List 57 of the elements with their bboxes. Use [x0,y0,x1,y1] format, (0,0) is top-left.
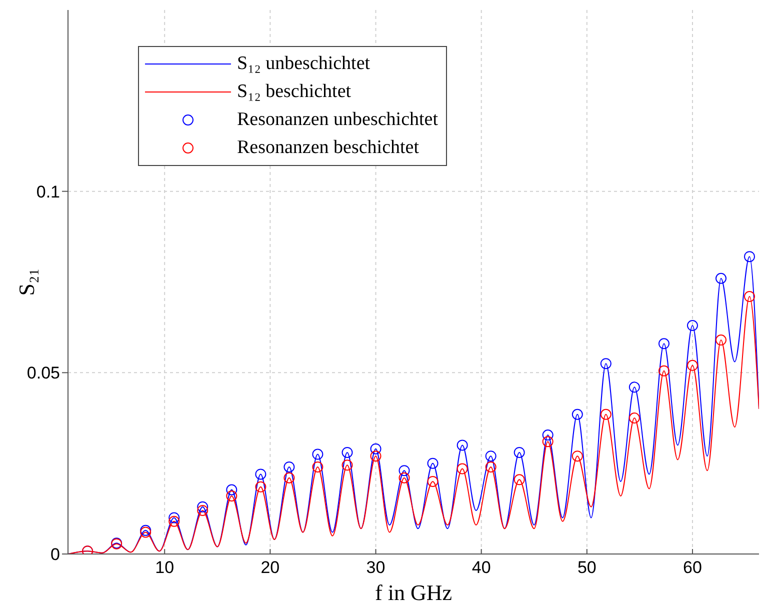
y-axis-title: S₂₁ [14,268,39,296]
point [658,338,670,350]
point [168,516,180,527]
point [312,448,324,460]
point [744,291,755,302]
point [715,272,726,284]
point [312,461,324,472]
point [284,472,295,484]
point [542,430,554,441]
point [398,465,410,476]
y-tick-label: 0.05 [26,364,60,383]
point [284,461,295,472]
point [168,512,180,524]
point [342,446,353,458]
point [686,360,698,371]
point [197,501,208,512]
point [398,472,410,484]
point [715,334,726,346]
point [370,443,382,454]
x-tick-label: 10 [155,558,174,578]
point [427,476,438,487]
point [572,450,583,462]
legend-label: S₁₂ unbeschichtet [237,52,370,76]
point [658,365,670,376]
x-tick-label: 60 [683,558,702,578]
x-axis-title: f in GHz [375,580,452,605]
point [514,446,525,458]
legend-label: S₁₂ beschichtet [237,80,352,104]
x-tick-label: 20 [260,558,280,578]
y-tick-label: 0 [50,545,60,564]
point [226,490,238,502]
point [485,461,496,472]
point [485,450,496,462]
point [600,358,612,370]
point [628,382,640,393]
legend-label: Resonanzen unbeschichtet [237,108,438,132]
y-tick-label: 0.1 [36,182,60,202]
point [542,436,554,448]
point [514,474,525,486]
point [744,251,755,262]
point [255,481,266,492]
point [255,468,266,480]
point [342,460,353,471]
point [572,408,583,420]
x-tick-label: 40 [472,558,491,578]
point [370,450,382,462]
point [226,484,238,496]
point [600,408,612,420]
point [456,463,468,474]
point [197,504,208,516]
point [628,412,640,424]
point [686,320,698,332]
x-tick-label: 30 [366,558,386,578]
point [427,458,438,469]
point [456,440,468,451]
x-tick-label: 50 [577,558,596,578]
legend-label: Resonanzen beschichtet [237,136,420,160]
